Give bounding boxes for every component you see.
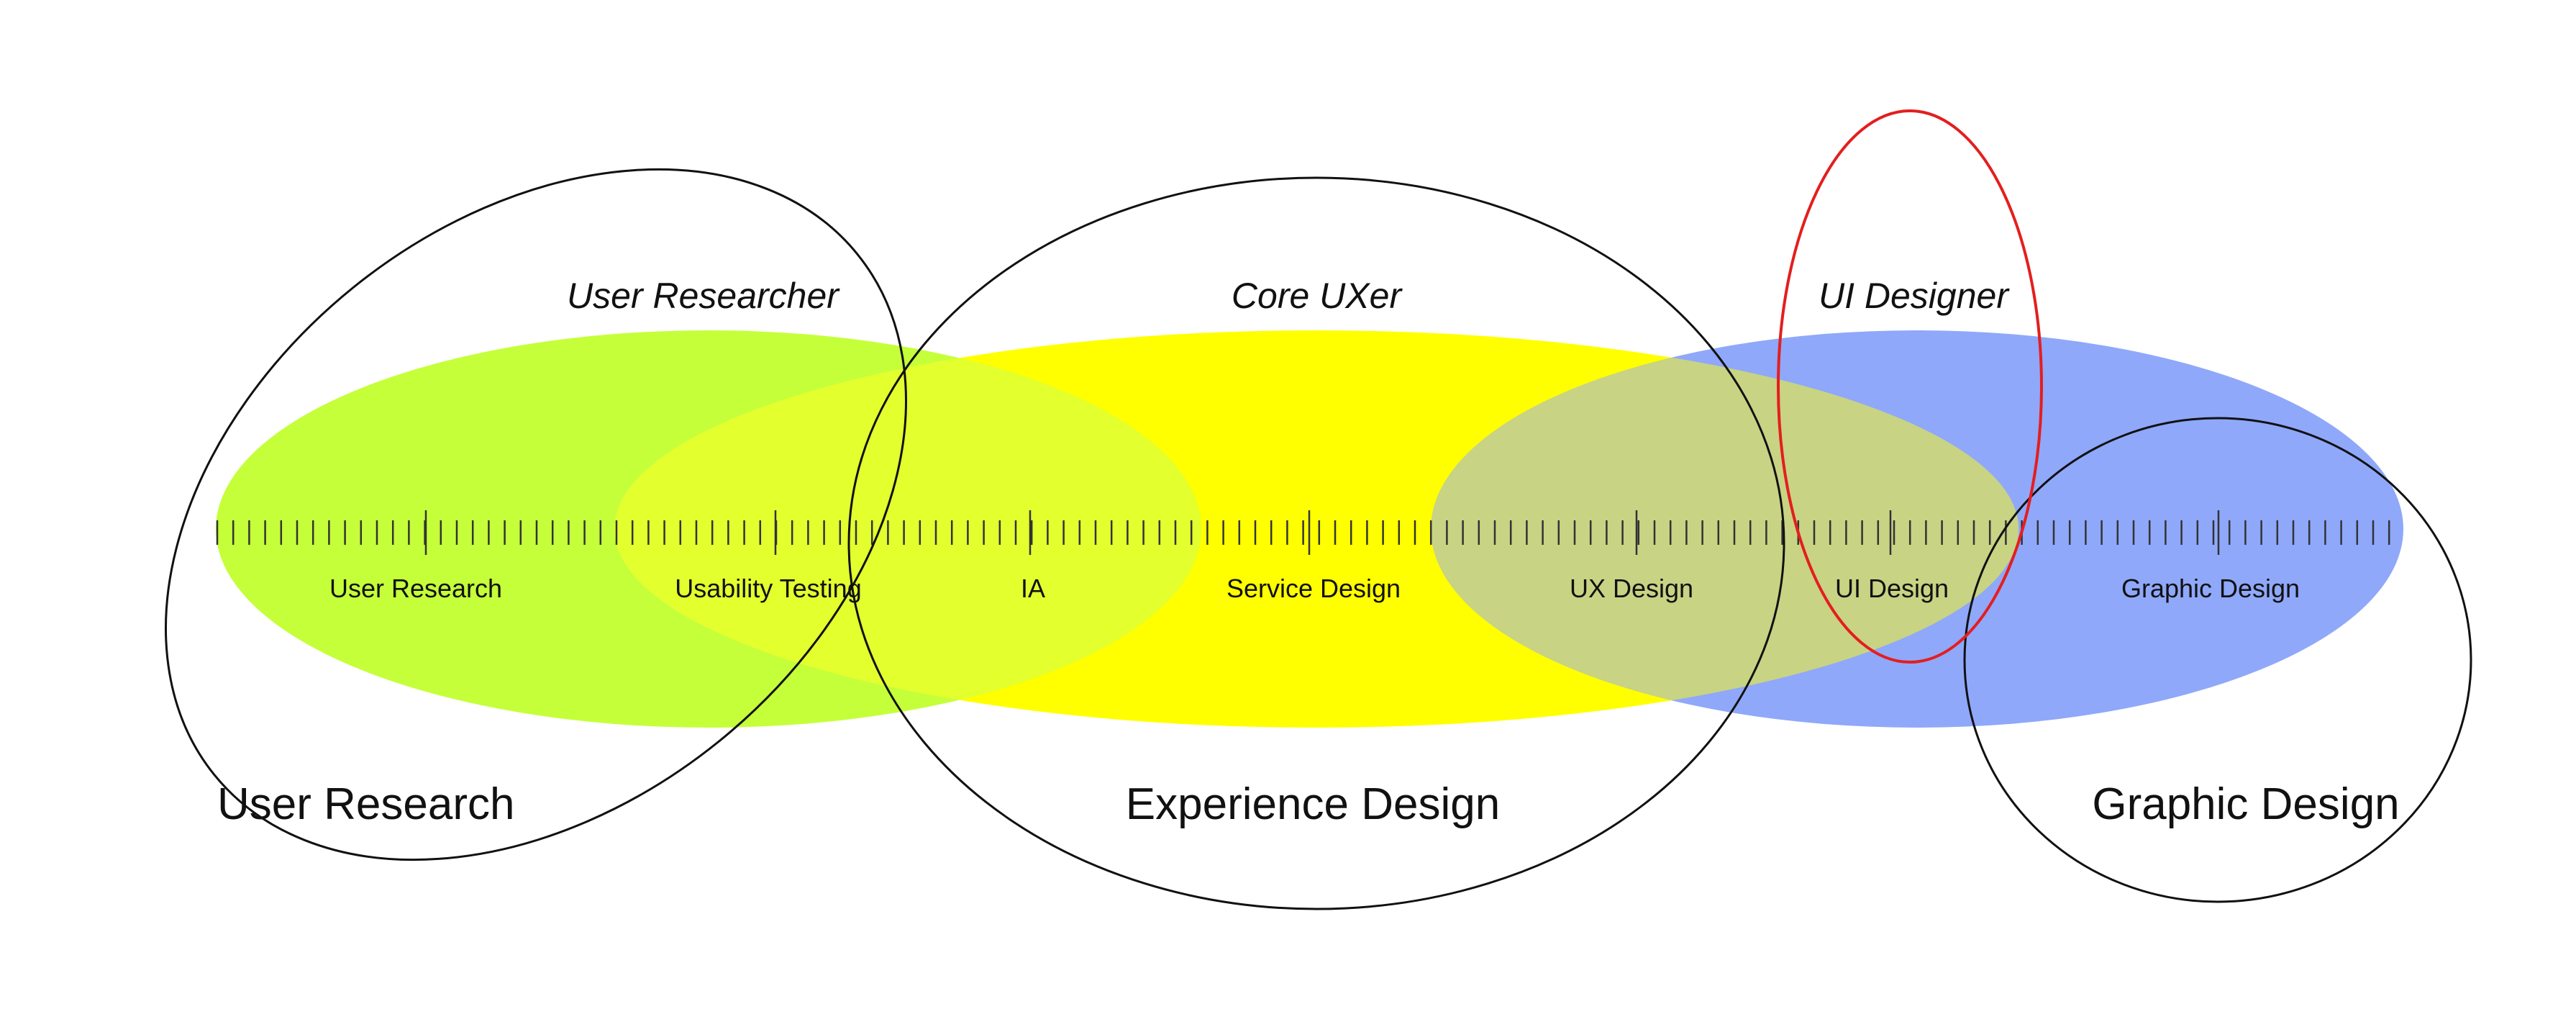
scale-label-user-research: User Research bbox=[329, 574, 502, 603]
role-label-core-uxer: Core UXer bbox=[1232, 276, 1403, 316]
field-label-graphic-design: Graphic Design bbox=[2092, 779, 2399, 829]
research-experience-overlap bbox=[614, 330, 1201, 728]
field-label-user-research: User Research bbox=[217, 779, 514, 829]
field-label-experience-design: Experience Design bbox=[1126, 779, 1500, 829]
core-uxer-outline bbox=[847, 176, 1785, 910]
graphic-designer-outline bbox=[1963, 417, 2472, 903]
role-label-user-researcher: User Researcher bbox=[567, 276, 840, 316]
tick-scale bbox=[216, 510, 2390, 555]
scale-label-ia: IA bbox=[1021, 574, 1045, 603]
user-researcher-outline bbox=[165, 168, 907, 861]
scale-label-graphic-design: Graphic Design bbox=[2121, 574, 2300, 603]
scale-label-usability-testing: Usability Testing bbox=[675, 574, 861, 603]
scale-label-ui-design: UI Design bbox=[1835, 574, 1949, 603]
scale-label-ux-design: UX Design bbox=[1570, 574, 1693, 603]
role-label-ui-designer: UI Designer bbox=[1819, 276, 2010, 316]
scale-label-service-design: Service Design bbox=[1226, 574, 1401, 603]
ui-designer-outline bbox=[1777, 109, 2043, 664]
experience-graphic-overlap bbox=[1431, 330, 2019, 728]
